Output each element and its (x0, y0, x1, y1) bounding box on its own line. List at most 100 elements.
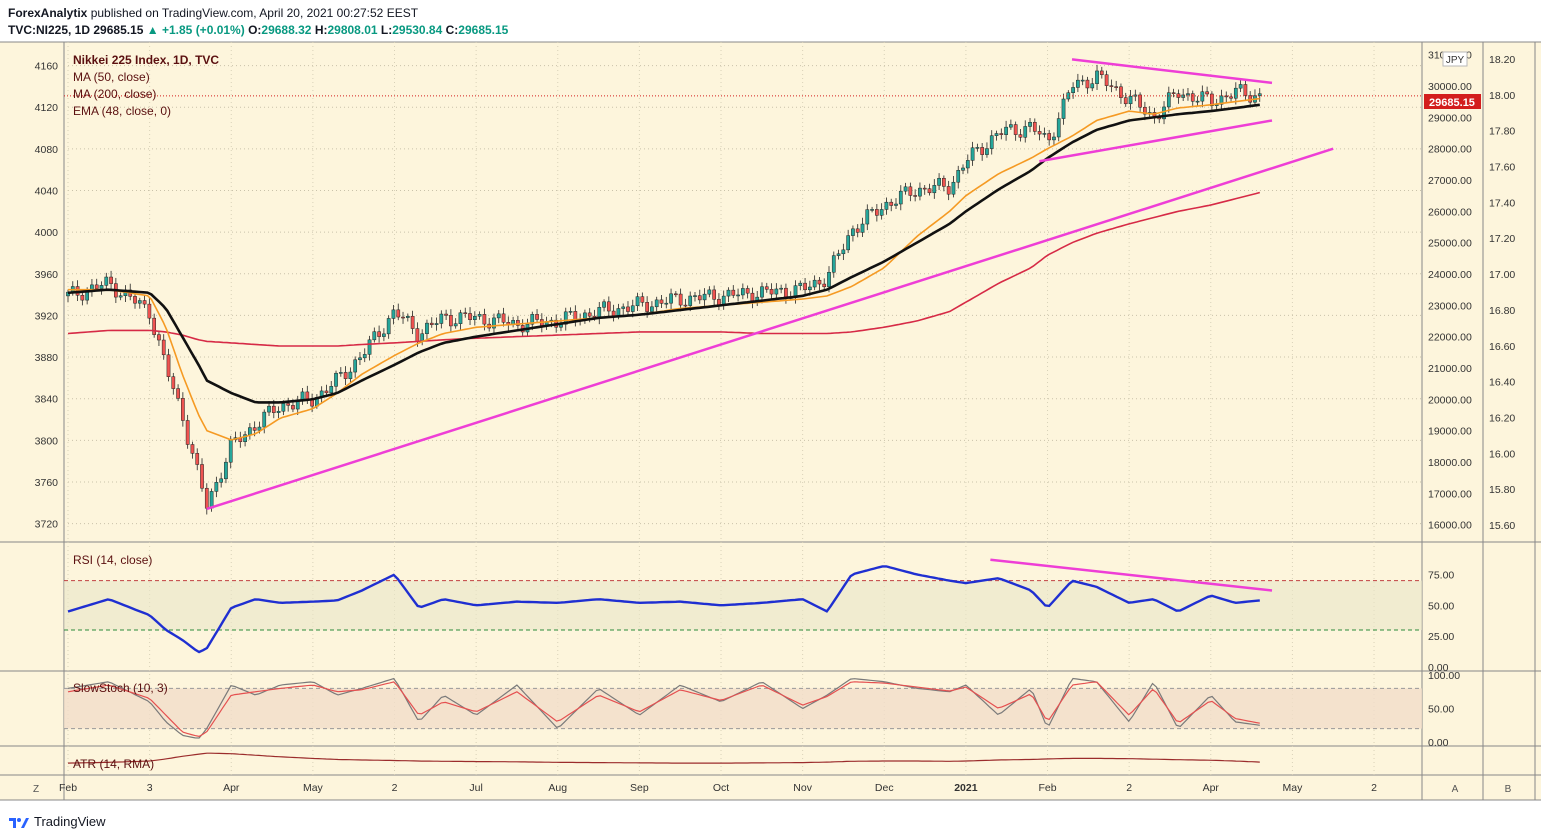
candle-body (740, 288, 745, 296)
candle-body (228, 439, 233, 463)
candle-body (181, 398, 185, 421)
secondary-axis-tick: 17.80 (1489, 126, 1515, 138)
currency-label: JPY (1446, 55, 1465, 66)
symbol: TVC:NI225, 1D (8, 23, 91, 37)
candle-body (1071, 87, 1075, 94)
candle-body (535, 314, 539, 320)
candle-body (1018, 134, 1023, 138)
publish-line: ForexAnalytix published on TradingView.c… (8, 6, 418, 20)
candle-body (568, 311, 573, 313)
candle-body (252, 427, 257, 431)
candle-body (927, 188, 932, 194)
time-axis-tick: 2021 (954, 782, 978, 794)
candle-body (367, 339, 372, 355)
candle-body (693, 295, 697, 297)
candle-body (855, 228, 860, 233)
chart-background (0, 42, 1541, 800)
candle-body (932, 185, 937, 194)
auto-scale-button[interactable]: A (1452, 784, 1459, 795)
candle-body (1143, 106, 1147, 115)
candle-body (338, 372, 343, 374)
candle-body (1238, 84, 1243, 89)
candle-body (745, 288, 750, 294)
time-axis-tick: Jul (469, 782, 482, 794)
candle-body (1037, 131, 1042, 135)
candle-body (1104, 74, 1109, 86)
scale-toggle-button[interactable]: B (1505, 784, 1512, 795)
left-axis-tick: 3760 (35, 477, 59, 489)
candle-body (659, 299, 664, 304)
candle-body (358, 357, 362, 361)
currency-box[interactable] (1442, 51, 1468, 67)
candle-body (985, 148, 989, 155)
candle-body (463, 312, 468, 315)
candle-body (1138, 94, 1142, 108)
candle-body (980, 147, 985, 155)
candle-body (1085, 79, 1090, 89)
candle-body (1090, 83, 1095, 89)
secondary-axis-tick: 18.00 (1489, 90, 1515, 102)
candle-body (865, 209, 870, 225)
candle-body (482, 314, 487, 325)
candle-body (190, 444, 195, 454)
candle-body (678, 293, 683, 306)
candle-body (879, 209, 884, 216)
candle-body (99, 285, 104, 289)
candle-body (1119, 86, 1123, 98)
candle-body (453, 323, 458, 327)
candle-body (764, 286, 769, 290)
candle-body (1056, 118, 1061, 138)
candle-body (1109, 85, 1114, 87)
candle-body (630, 305, 635, 312)
candle-body (736, 294, 740, 297)
candle-body (626, 306, 630, 312)
candle-body (1023, 126, 1028, 138)
candle-body (152, 317, 157, 335)
stoch-label: SlowStoch (10, 3) (73, 681, 168, 695)
candle-body (142, 300, 147, 305)
candle-body (420, 333, 425, 342)
candle-body (1229, 96, 1233, 99)
candle-body (396, 309, 401, 318)
candle-body (1243, 84, 1248, 96)
candle-body (1032, 121, 1037, 132)
secondary-axis-tick: 18.20 (1489, 54, 1515, 66)
candle-body (611, 310, 616, 316)
price-axis-tick: 16000.00 (1428, 520, 1472, 532)
published-text: published on TradingView.com, April 20, … (90, 6, 419, 20)
open-value: 29688.32 (261, 23, 312, 37)
candle-body (209, 491, 214, 509)
candle-body (219, 478, 224, 483)
open-label: O: (248, 23, 262, 37)
trendline-support (206, 147, 1334, 511)
zoom-reset-button[interactable]: Z (33, 784, 39, 795)
candle-body (702, 293, 707, 301)
candle-body (994, 133, 999, 136)
time-axis-tick: 3 (147, 782, 153, 794)
left-axis-tick: 3880 (35, 352, 59, 364)
candle-body (343, 372, 348, 379)
stoch-band (64, 688, 1422, 729)
secondary-axis-tick: 17.00 (1489, 269, 1515, 281)
candle-body (798, 282, 803, 286)
candle-body (903, 186, 908, 192)
stoch-axis-tick: 0.00 (1428, 737, 1449, 749)
candle-body (1219, 95, 1224, 105)
candle-body (1233, 87, 1238, 99)
candle-body (324, 390, 329, 394)
atr-label: ATR (14, RMA) (73, 757, 154, 771)
candle-body (712, 289, 716, 300)
candle-body (281, 403, 286, 412)
candle-body (334, 372, 338, 387)
secondary-axis-tick: 16.80 (1489, 305, 1515, 317)
candle-body (276, 410, 281, 413)
left-axis-tick: 4080 (35, 144, 59, 156)
price-axis-tick: 20000.00 (1428, 394, 1472, 406)
rsi-axis-tick: 0.00 (1428, 662, 1449, 674)
candle-body (1195, 100, 1200, 103)
rsi-axis-tick: 75.00 (1428, 570, 1454, 582)
price-axis-tick: 19000.00 (1428, 426, 1472, 438)
candle-body (922, 187, 927, 190)
price-axis-tick: 29000.00 (1428, 112, 1472, 124)
